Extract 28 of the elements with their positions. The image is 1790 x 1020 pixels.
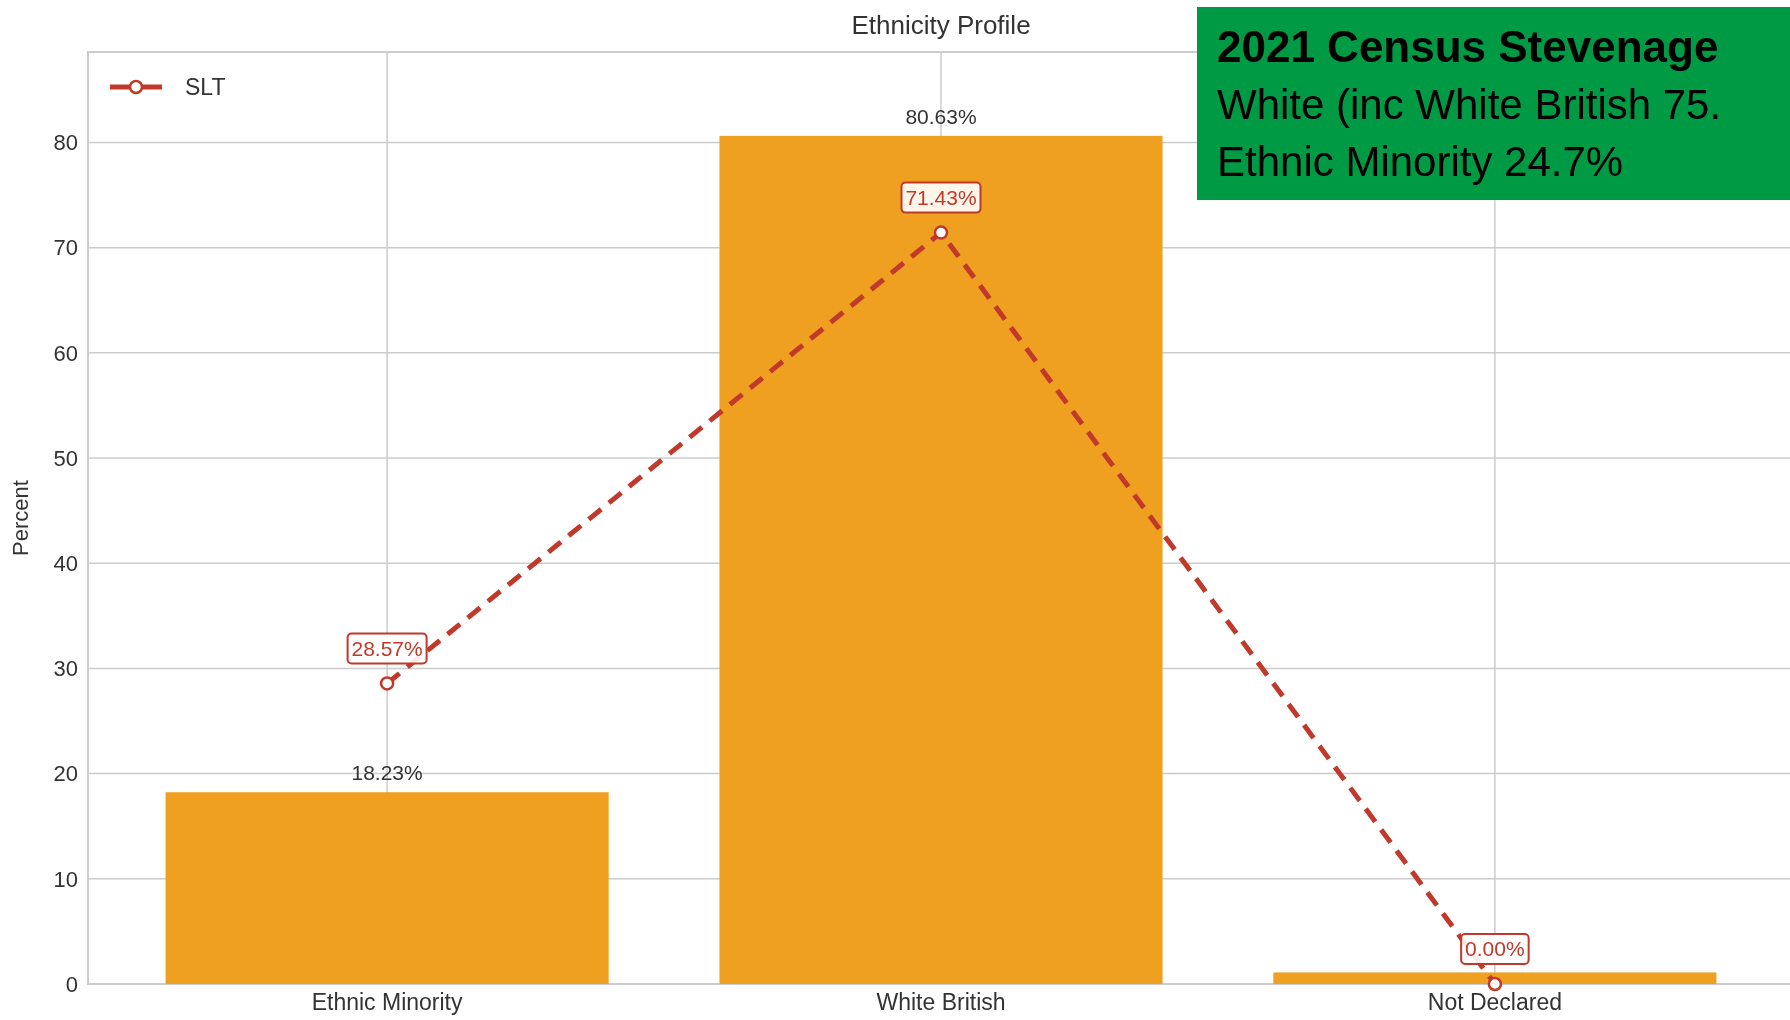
- x-tick-label: White British: [876, 989, 1006, 1015]
- x-tick-label: Not Declared: [1427, 989, 1563, 1015]
- x-tick-label: Ethnic Minority: [311, 989, 464, 1015]
- y-tick-label: 40: [53, 550, 78, 576]
- legend-label: SLT: [185, 74, 226, 101]
- y-tick-label: 20: [53, 761, 78, 787]
- data-label: 71.43%: [905, 185, 977, 209]
- bar: [1273, 972, 1717, 984]
- y-tick-label: 30: [53, 656, 78, 682]
- y-tick-label: 60: [53, 340, 78, 366]
- bar: [165, 792, 609, 984]
- y-tick-label: 0: [65, 971, 78, 997]
- y-tick-label: 70: [53, 235, 78, 261]
- data-label: 0.00%: [1465, 937, 1525, 961]
- data-label: 28.57%: [351, 636, 423, 660]
- chart-title: Ethnicity Profile: [851, 10, 1031, 40]
- data-label: 80.63%: [905, 104, 977, 128]
- y-tick-label: 10: [53, 866, 78, 892]
- y-tick-label: 50: [53, 445, 78, 471]
- y-axis-title: Percent: [8, 480, 33, 556]
- data-label: 18.23%: [351, 761, 423, 785]
- point: [1487, 976, 1503, 992]
- annotation: 2021 Census Stevenage: [1217, 22, 1719, 71]
- point: [933, 225, 949, 240]
- annotation: Ethnic Minority 24.7%: [1217, 138, 1624, 185]
- point: [379, 676, 395, 691]
- annotation: White (inc White British 75.: [1217, 81, 1722, 128]
- y-tick-label: 80: [53, 130, 78, 156]
